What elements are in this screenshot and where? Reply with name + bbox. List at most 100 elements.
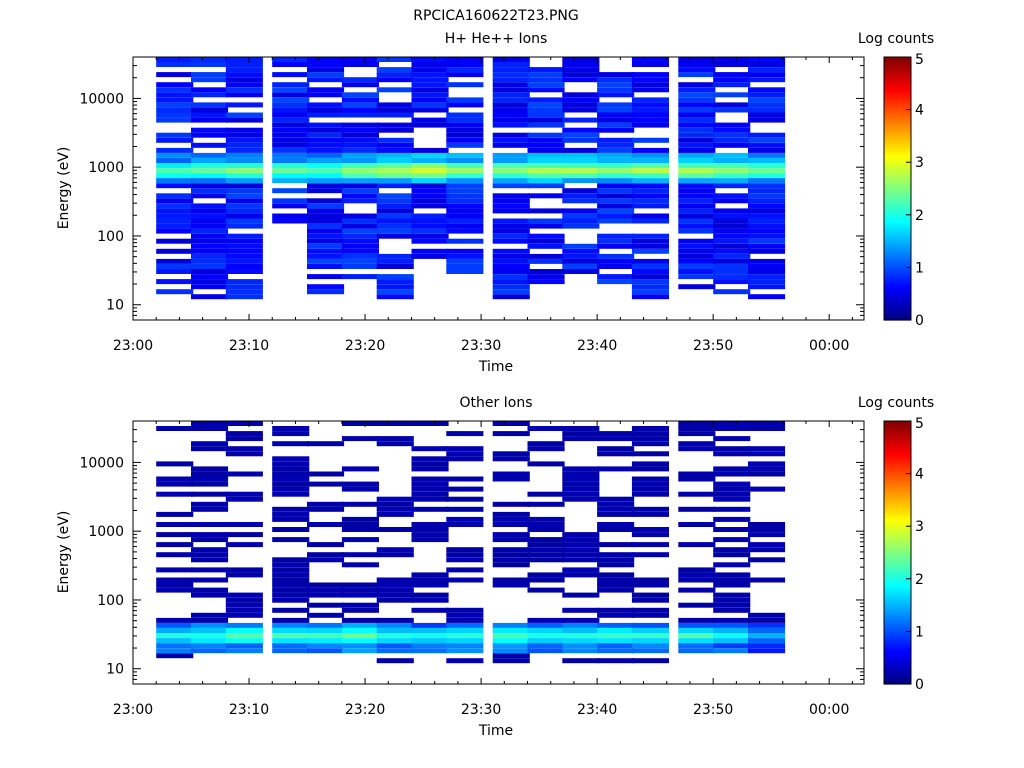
colorbar-swatch bbox=[884, 141, 911, 145]
spectrogram-cell bbox=[748, 279, 786, 285]
spectrogram-cell bbox=[341, 552, 379, 558]
colorbar-swatch bbox=[884, 212, 911, 216]
spectrogram-cell bbox=[191, 183, 229, 189]
spectrogram-cell bbox=[562, 253, 600, 259]
spectrogram-cell bbox=[191, 178, 229, 184]
spectrogram-cell bbox=[678, 577, 716, 583]
colorbar-swatch bbox=[884, 309, 911, 313]
spectrogram-cell bbox=[156, 264, 194, 269]
spectrogram-cell bbox=[631, 511, 669, 517]
spectrogram-cell bbox=[272, 537, 310, 543]
spectrogram-cell bbox=[446, 198, 484, 204]
colorbar-swatch bbox=[884, 631, 911, 635]
spectrogram-cell bbox=[562, 532, 600, 538]
spectrogram-cell bbox=[597, 612, 635, 618]
colorbar-swatch bbox=[884, 251, 911, 255]
spectrogram-cell bbox=[191, 279, 229, 285]
spectrogram-cell bbox=[225, 643, 263, 649]
colorbar-swatch bbox=[884, 104, 911, 108]
spectrogram-cell bbox=[341, 137, 379, 143]
x-tick-label: 23:00 bbox=[113, 702, 153, 718]
spectrogram-cell bbox=[597, 92, 635, 98]
x-tick-label: 23:30 bbox=[461, 338, 501, 354]
spectrogram-cell bbox=[411, 163, 449, 168]
spectrogram-cell bbox=[272, 481, 310, 487]
colorbar-swatch bbox=[884, 248, 911, 253]
spectrogram-cell bbox=[527, 117, 565, 123]
spectrogram-cell bbox=[376, 587, 414, 593]
spectrogram-cell bbox=[597, 496, 635, 502]
spectrogram-cell bbox=[527, 617, 565, 623]
spectrogram-cell bbox=[156, 258, 194, 264]
spectrogram-cell bbox=[492, 57, 530, 62]
spectrogram-cell bbox=[748, 617, 786, 623]
spectrogram-cell bbox=[748, 461, 786, 467]
spectrogram-cell bbox=[748, 269, 786, 274]
spectrogram-cell bbox=[562, 243, 600, 249]
spectrogram-cell bbox=[307, 92, 345, 98]
spectrogram-cell bbox=[446, 648, 484, 654]
spectrogram-cell bbox=[527, 178, 565, 184]
axes: 23:00 23:10 23:20 23:30 23:40 23:50 00:00 10 100… bbox=[79, 420, 864, 718]
spectrogram-cell bbox=[492, 82, 530, 88]
spectrogram-cell bbox=[678, 446, 716, 452]
spectrogram-cell bbox=[631, 152, 669, 158]
spectrogram-cell bbox=[631, 198, 669, 204]
spectrogram-cell bbox=[713, 279, 751, 285]
spectrogram-cell bbox=[341, 516, 379, 522]
colorbar-swatch bbox=[884, 62, 911, 66]
spectrogram-cell bbox=[376, 233, 414, 239]
y-tick-label: 10 bbox=[106, 298, 124, 314]
spectrogram-cell bbox=[376, 183, 414, 189]
spectrogram-cell bbox=[678, 633, 716, 638]
spectrogram-cell bbox=[748, 168, 786, 174]
spectrogram-cell bbox=[376, 284, 414, 290]
spectrogram-cell bbox=[156, 643, 194, 649]
spectrogram-cell bbox=[225, 158, 263, 163]
spectrogram-cell bbox=[562, 173, 600, 179]
colorbar-swatch bbox=[884, 277, 911, 282]
spectrogram-cell bbox=[191, 421, 229, 426]
spectrogram-cell bbox=[307, 112, 345, 118]
spectrogram-cell bbox=[376, 547, 414, 553]
spectrogram-cell bbox=[748, 77, 786, 83]
spectrogram-cell bbox=[341, 638, 379, 644]
colorbar-swatch bbox=[884, 301, 911, 305]
spectrogram-cell bbox=[307, 289, 345, 295]
spectrogram-cell bbox=[492, 577, 530, 583]
spectrogram-cell bbox=[631, 107, 669, 113]
spectrogram-cell bbox=[341, 264, 379, 269]
spectrogram-cell bbox=[562, 481, 600, 487]
spectrogram-cell bbox=[748, 238, 786, 244]
panel-title: H+ He++ Ions bbox=[445, 31, 548, 47]
spectrogram-cell bbox=[272, 147, 310, 153]
spectrogram-cell bbox=[272, 142, 310, 148]
spectrogram-cell bbox=[492, 107, 530, 113]
spectrogram-cell bbox=[631, 178, 669, 184]
spectrogram-cell bbox=[562, 557, 600, 563]
spectrogram-cell bbox=[713, 233, 751, 239]
spectrogram-cell bbox=[678, 82, 716, 88]
colorbar-swatch bbox=[884, 541, 911, 546]
spectrogram-cell bbox=[527, 552, 565, 558]
spectrogram-cell bbox=[307, 258, 345, 264]
plot-frame bbox=[132, 56, 865, 321]
spectrogram-cell bbox=[341, 501, 379, 507]
colorbar-swatch bbox=[884, 291, 911, 295]
spectrogram-cell bbox=[713, 446, 751, 452]
spectrogram-cell bbox=[631, 62, 669, 67]
spectrogram-cell bbox=[446, 163, 484, 168]
spectrogram-cell bbox=[678, 431, 716, 437]
spectrogram-cell bbox=[527, 491, 565, 497]
spectrogram-cell bbox=[748, 446, 786, 452]
spectrogram-cell bbox=[225, 253, 263, 259]
spectrogram-cell bbox=[341, 92, 379, 98]
spectrogram-cell bbox=[225, 491, 263, 497]
spectrogram-cell bbox=[341, 233, 379, 239]
spectrogram-cell bbox=[631, 552, 669, 558]
colorbar-swatch bbox=[884, 594, 911, 598]
spectrogram-cell bbox=[272, 97, 310, 103]
spectrogram-cell bbox=[446, 223, 484, 229]
spectrogram-cell bbox=[446, 248, 484, 254]
spectrogram-cell bbox=[562, 213, 600, 219]
